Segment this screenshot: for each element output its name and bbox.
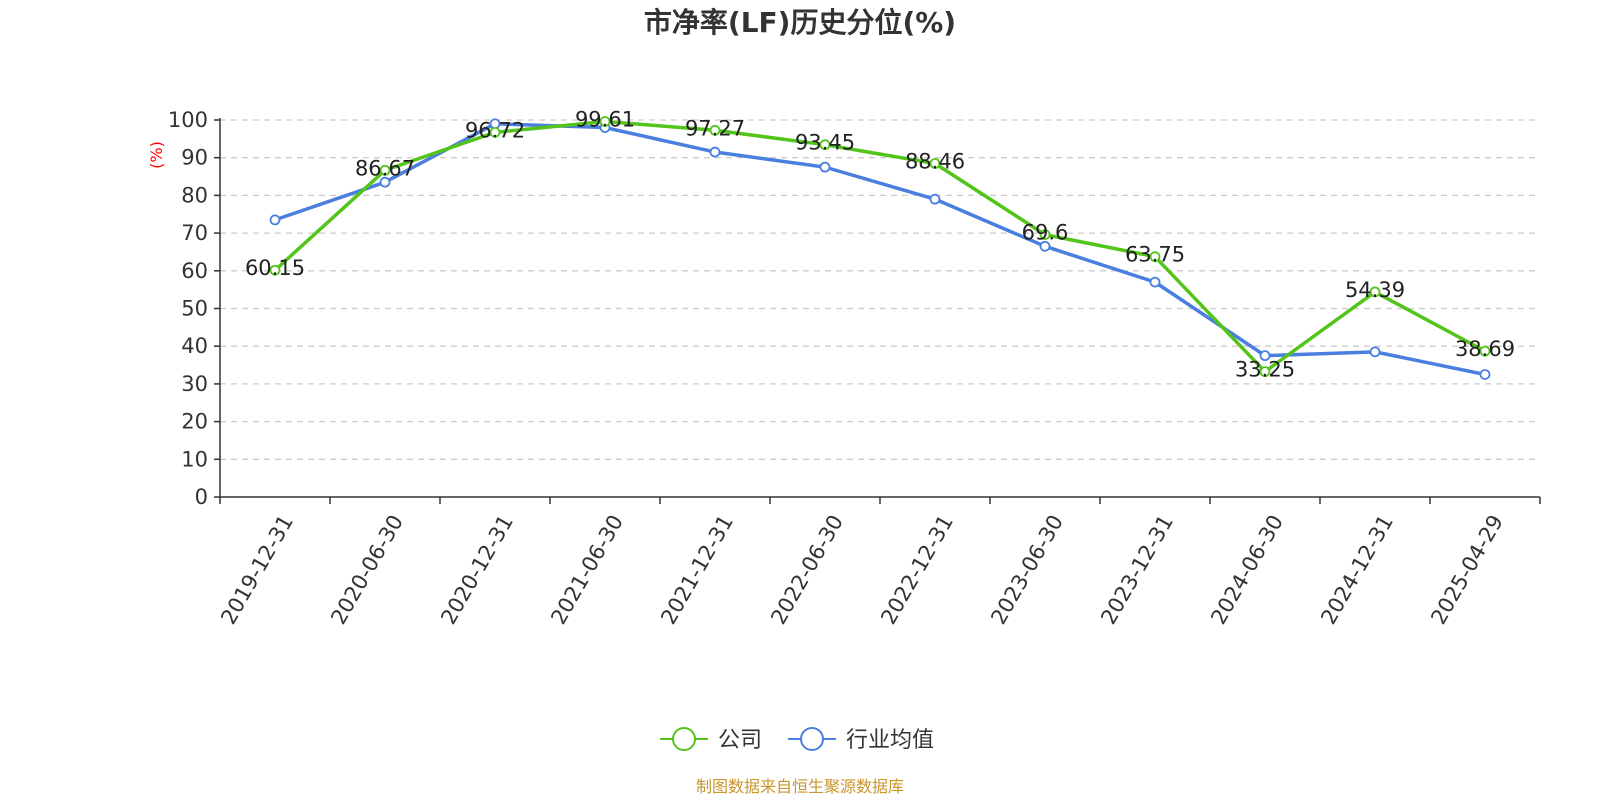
x-tick-label: 2024-12-31 <box>1316 511 1398 629</box>
company-series-line <box>273 119 1487 374</box>
grid-lines <box>220 119 1540 460</box>
company-data-label: 88.46 <box>905 150 965 174</box>
company-data-label: 69.6 <box>1022 221 1069 245</box>
company-data-label: 60.15 <box>245 256 305 280</box>
y-tick-label: 50 <box>181 297 208 321</box>
company-data-label: 38.69 <box>1455 337 1515 361</box>
company-data-point[interactable] <box>1369 286 1381 298</box>
company-data-label: 97.27 <box>685 116 745 140</box>
x-tick-label: 2024-06-30 <box>1206 511 1288 629</box>
legend-item-company[interactable]: 公司 <box>660 727 762 753</box>
source-note: 制图数据来自恒生聚源数据库 <box>696 777 904 796</box>
legend-circle-icon <box>672 727 696 751</box>
industry-data-point[interactable] <box>1039 240 1051 252</box>
company-data-point[interactable] <box>489 126 501 138</box>
legend-circle-icon <box>800 727 824 751</box>
y-tick-label: 40 <box>181 334 208 358</box>
x-tick-label: 2021-12-31 <box>656 511 738 629</box>
y-tick-label: 30 <box>181 372 208 396</box>
x-tick-label: 2023-12-31 <box>1096 511 1178 629</box>
industry-data-point[interactable] <box>379 176 391 188</box>
company-data-point[interactable] <box>269 264 281 276</box>
x-tick-label: 2022-12-31 <box>876 511 958 629</box>
industry-data-point[interactable] <box>709 146 721 158</box>
legend[interactable]: 公司 行业均值 <box>660 727 934 753</box>
y-axis-label: (%) <box>147 141 166 169</box>
x-tick-label: 2025-04-29 <box>1426 511 1508 629</box>
y-tick-label: 90 <box>181 146 208 170</box>
industry-data-point[interactable] <box>1259 350 1271 362</box>
x-tick-label: 2020-06-30 <box>326 511 408 629</box>
company-data-point[interactable] <box>1039 229 1051 241</box>
industry-data-point[interactable] <box>1149 276 1161 288</box>
x-tick-label: 2020-12-31 <box>436 511 518 629</box>
series-lines <box>269 116 1491 380</box>
x-tick-label: 2023-06-30 <box>986 511 1068 629</box>
company-data-point[interactable] <box>709 124 721 136</box>
data-labels: 60.15 86.67 96.72 99.61 97.27 93.45 88.46 69.6 6… <box>245 107 1515 381</box>
company-data-point[interactable] <box>1259 366 1271 378</box>
y-tick-label: 80 <box>181 183 208 207</box>
company-data-point[interactable] <box>1479 345 1491 357</box>
y-tick-label: 70 <box>181 221 208 245</box>
y-tick-label: 100 <box>168 108 208 132</box>
y-tick-label: 60 <box>181 259 208 283</box>
company-data-label: 54.39 <box>1345 278 1405 302</box>
company-data-point[interactable] <box>1149 251 1161 263</box>
y-tick-label: 10 <box>181 447 208 471</box>
company-data-label: 96.72 <box>465 118 525 142</box>
company-data-label: 86.67 <box>355 156 415 180</box>
company-data-point[interactable] <box>379 164 391 176</box>
y-tick-label: 20 <box>181 410 208 434</box>
company-data-label: 33.25 <box>1235 358 1295 382</box>
chart-title: 市净率(LF)历史分位(%) <box>644 6 956 39</box>
company-data-point[interactable] <box>599 116 611 127</box>
legend-item-industry[interactable]: 行业均值 <box>788 727 934 753</box>
company-data-label: 93.45 <box>795 131 855 155</box>
company-data-point[interactable] <box>819 139 831 151</box>
x-tick-label: 2022-06-30 <box>766 511 848 629</box>
x-tick-label: 2019-12-31 <box>216 511 298 629</box>
company-data-point[interactable] <box>929 158 941 169</box>
x-tick-label: 2021-06-30 <box>546 511 628 629</box>
y-tick-label: 0 <box>195 485 208 509</box>
industry-data-point[interactable] <box>1369 346 1381 358</box>
legend-label: 行业均值 <box>846 728 934 753</box>
company-data-label: 63.75 <box>1125 243 1185 267</box>
industry-data-point[interactable] <box>819 161 831 173</box>
industry-series-line <box>273 122 1487 377</box>
industry-data-point[interactable] <box>269 214 281 226</box>
industry-data-point[interactable] <box>1479 369 1491 380</box>
company-data-label: 99.61 <box>575 107 635 131</box>
industry-data-point[interactable] <box>929 193 941 205</box>
legend-label: 公司 <box>718 728 762 753</box>
